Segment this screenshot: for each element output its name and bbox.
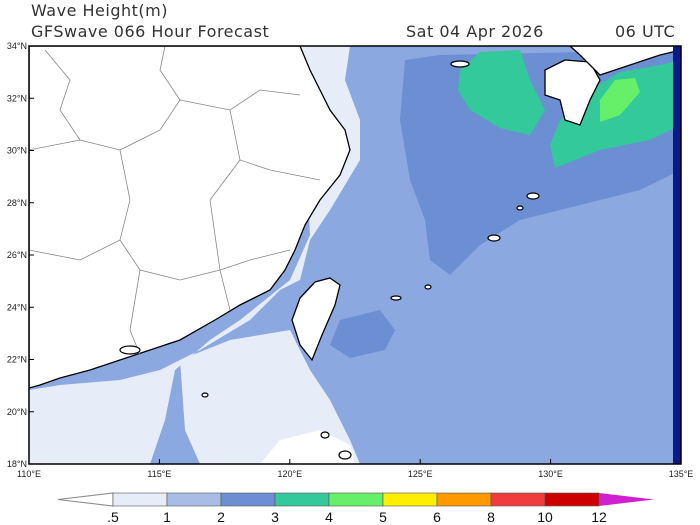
colorbar-label: 2 bbox=[217, 509, 225, 525]
lat-tick-label: 20°N bbox=[7, 407, 27, 417]
ocean-below-0.5m bbox=[260, 430, 355, 464]
colorbar-bin bbox=[490, 492, 546, 507]
lon-tick-label: 130°E bbox=[538, 469, 563, 479]
colorbar-bin bbox=[166, 492, 222, 507]
lat-tick-label: 30°N bbox=[7, 146, 27, 156]
ocean-0.5-1m-south bbox=[180, 330, 360, 464]
ocean-0.5-1m-coast bbox=[29, 46, 360, 464]
colorbar-label: 5 bbox=[379, 509, 387, 525]
valid-hour: 06 UTC bbox=[615, 22, 676, 41]
colorbar-label: 3 bbox=[271, 509, 279, 525]
colorbar-bin bbox=[328, 492, 384, 507]
ocean-3-4m bbox=[458, 50, 545, 135]
ocean-4-5m bbox=[600, 78, 640, 122]
lat-tick-label: 24°N bbox=[7, 302, 27, 312]
colorbar-bin bbox=[382, 492, 438, 507]
taiwan bbox=[291, 277, 341, 362]
lon-tick-label: 135°E bbox=[669, 469, 694, 479]
colorbar-label: 10 bbox=[537, 509, 553, 525]
colorbar-bin bbox=[544, 492, 600, 507]
colorbar-label: 1 bbox=[163, 509, 171, 525]
colorbar-over-arrow bbox=[599, 493, 654, 506]
colorbar-bin bbox=[112, 492, 168, 507]
chart-title: Wave Height(m) bbox=[31, 1, 168, 20]
honshu-shikoku bbox=[569, 46, 681, 76]
forecast-label: GFSwave 066 Hour Forecast bbox=[31, 22, 270, 41]
colorbar-bin bbox=[274, 492, 330, 507]
lat-tick-label: 28°N bbox=[7, 198, 27, 208]
ocean-2-3m-taiwan bbox=[330, 310, 395, 358]
mainland-china bbox=[29, 46, 351, 389]
colorbar-bin bbox=[436, 492, 492, 507]
colorbar-label: 8 bbox=[487, 509, 495, 525]
lon-tick-label: 125°E bbox=[408, 469, 433, 479]
lat-tick-label: 22°N bbox=[7, 355, 27, 365]
lat-tick-label: 26°N bbox=[7, 250, 27, 260]
kyushu bbox=[544, 59, 601, 126]
islands bbox=[119, 60, 540, 460]
lat-tick-label: 34°N bbox=[7, 41, 27, 51]
lon-tick-label: 115°E bbox=[147, 469, 171, 479]
colorbar-label: 4 bbox=[325, 509, 333, 525]
lon-tick-label: 120°E bbox=[277, 469, 302, 479]
boundary-strip bbox=[673, 46, 681, 464]
lon-tick-label: 110°E bbox=[17, 469, 41, 479]
lat-tick-label: 32°N bbox=[7, 93, 27, 103]
valid-date: Sat 04 Apr 2026 bbox=[406, 22, 544, 41]
colorbar-under-arrow bbox=[57, 492, 114, 507]
colorbar-label: 12 bbox=[591, 509, 607, 525]
colorbar-label: 6 bbox=[433, 509, 441, 525]
lat-tick-label: 18°N bbox=[7, 459, 27, 469]
colorbar-label: .5 bbox=[107, 509, 119, 525]
colorbar-bin bbox=[220, 492, 276, 507]
